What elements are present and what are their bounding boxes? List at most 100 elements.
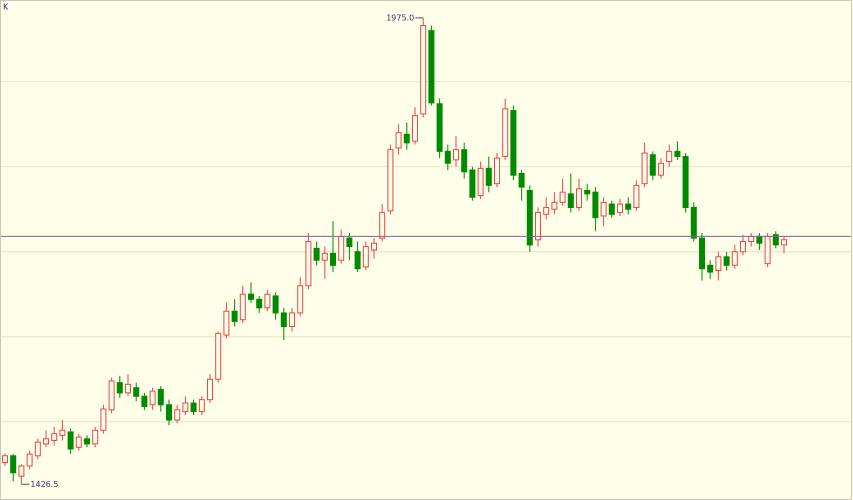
candle-body xyxy=(756,235,763,244)
candle-body xyxy=(477,167,484,197)
candle-body xyxy=(772,234,779,246)
candle-body xyxy=(330,252,336,266)
candle-body xyxy=(190,402,197,413)
candle-body xyxy=(354,251,361,270)
candle-body xyxy=(707,264,714,273)
candle-body xyxy=(748,235,755,242)
candle-body xyxy=(346,237,353,248)
candle-body xyxy=(100,408,107,431)
candle-body xyxy=(715,256,722,271)
candle-body xyxy=(280,312,287,328)
candle-body xyxy=(321,252,328,261)
chart-title: K xyxy=(3,3,9,12)
annotation-label: 1975.0 xyxy=(386,13,414,22)
candle-body xyxy=(289,312,295,328)
candle-body xyxy=(617,203,623,214)
candle-body xyxy=(207,378,213,401)
candle-body xyxy=(625,203,632,210)
candle-body xyxy=(157,388,164,406)
candle-body xyxy=(444,150,451,164)
candle-body xyxy=(723,256,730,266)
candle-body xyxy=(633,184,640,208)
candle-body xyxy=(239,293,246,321)
candle-body xyxy=(682,155,689,208)
candle-body xyxy=(141,395,148,407)
candle-body xyxy=(75,436,82,448)
candle-body xyxy=(649,154,656,176)
candle-body xyxy=(781,239,787,246)
candle-body xyxy=(26,453,33,467)
candle-body xyxy=(231,310,238,322)
candle-body xyxy=(666,150,673,163)
candle-body xyxy=(2,455,8,464)
candle-body xyxy=(690,206,697,239)
candle-body xyxy=(133,387,140,397)
candle-body xyxy=(116,382,123,394)
candle-body xyxy=(125,383,131,394)
candle-body xyxy=(182,402,189,413)
candle-body xyxy=(658,162,664,176)
candle-body xyxy=(543,206,550,215)
annotation-label: 1426.5 xyxy=(30,480,58,489)
candle-body xyxy=(92,429,99,445)
candle-body xyxy=(84,438,90,445)
candle-body xyxy=(535,212,541,241)
candle-body xyxy=(67,431,74,450)
candle-body xyxy=(469,169,476,198)
candle-body xyxy=(362,246,369,268)
candle-body xyxy=(305,240,312,287)
candle-body xyxy=(576,188,582,208)
candle-body xyxy=(371,242,377,251)
candle-body xyxy=(198,399,205,413)
candle-body xyxy=(264,293,271,309)
candle-body xyxy=(18,465,25,477)
candle-body xyxy=(51,433,58,441)
candle-body xyxy=(502,108,509,157)
candle-body xyxy=(420,25,427,115)
candle-body xyxy=(731,251,738,266)
candle-body xyxy=(461,149,468,173)
candle-body xyxy=(740,240,746,253)
candle-body xyxy=(699,237,705,270)
candle-body xyxy=(592,191,599,219)
candle-body xyxy=(248,293,254,300)
candle-body xyxy=(313,247,320,261)
candle-body xyxy=(412,115,418,142)
candle-body xyxy=(551,201,558,210)
candle-body xyxy=(453,149,459,161)
candle-body xyxy=(174,409,181,421)
candle-body xyxy=(223,310,230,336)
candle-body xyxy=(34,441,41,457)
candle-body xyxy=(494,157,500,185)
candle-body xyxy=(436,103,443,152)
candle-body xyxy=(338,235,345,261)
candle-body xyxy=(674,150,681,157)
candle-body xyxy=(215,332,222,380)
candle-body xyxy=(387,149,394,212)
candle-body xyxy=(149,390,156,406)
candle-body xyxy=(518,172,525,188)
candle-body xyxy=(43,438,49,445)
candle-body xyxy=(428,30,435,104)
candle-body xyxy=(256,298,263,309)
candle-body xyxy=(567,193,574,208)
candle-body xyxy=(600,201,607,217)
candle-body xyxy=(59,429,66,436)
candle-body xyxy=(641,152,648,185)
candle-body xyxy=(108,380,115,411)
candle-body xyxy=(608,203,615,215)
candle-body xyxy=(10,455,17,474)
candle-body xyxy=(584,189,591,195)
candle-body xyxy=(297,285,304,314)
candle-body xyxy=(379,212,386,239)
candle-body xyxy=(510,110,517,176)
candle-body xyxy=(272,295,279,314)
candle-body xyxy=(559,191,566,203)
candle-body xyxy=(485,167,492,186)
candle-body xyxy=(166,404,172,421)
candle-body xyxy=(403,133,410,144)
candle-body xyxy=(395,132,402,149)
candle-body xyxy=(526,189,533,246)
